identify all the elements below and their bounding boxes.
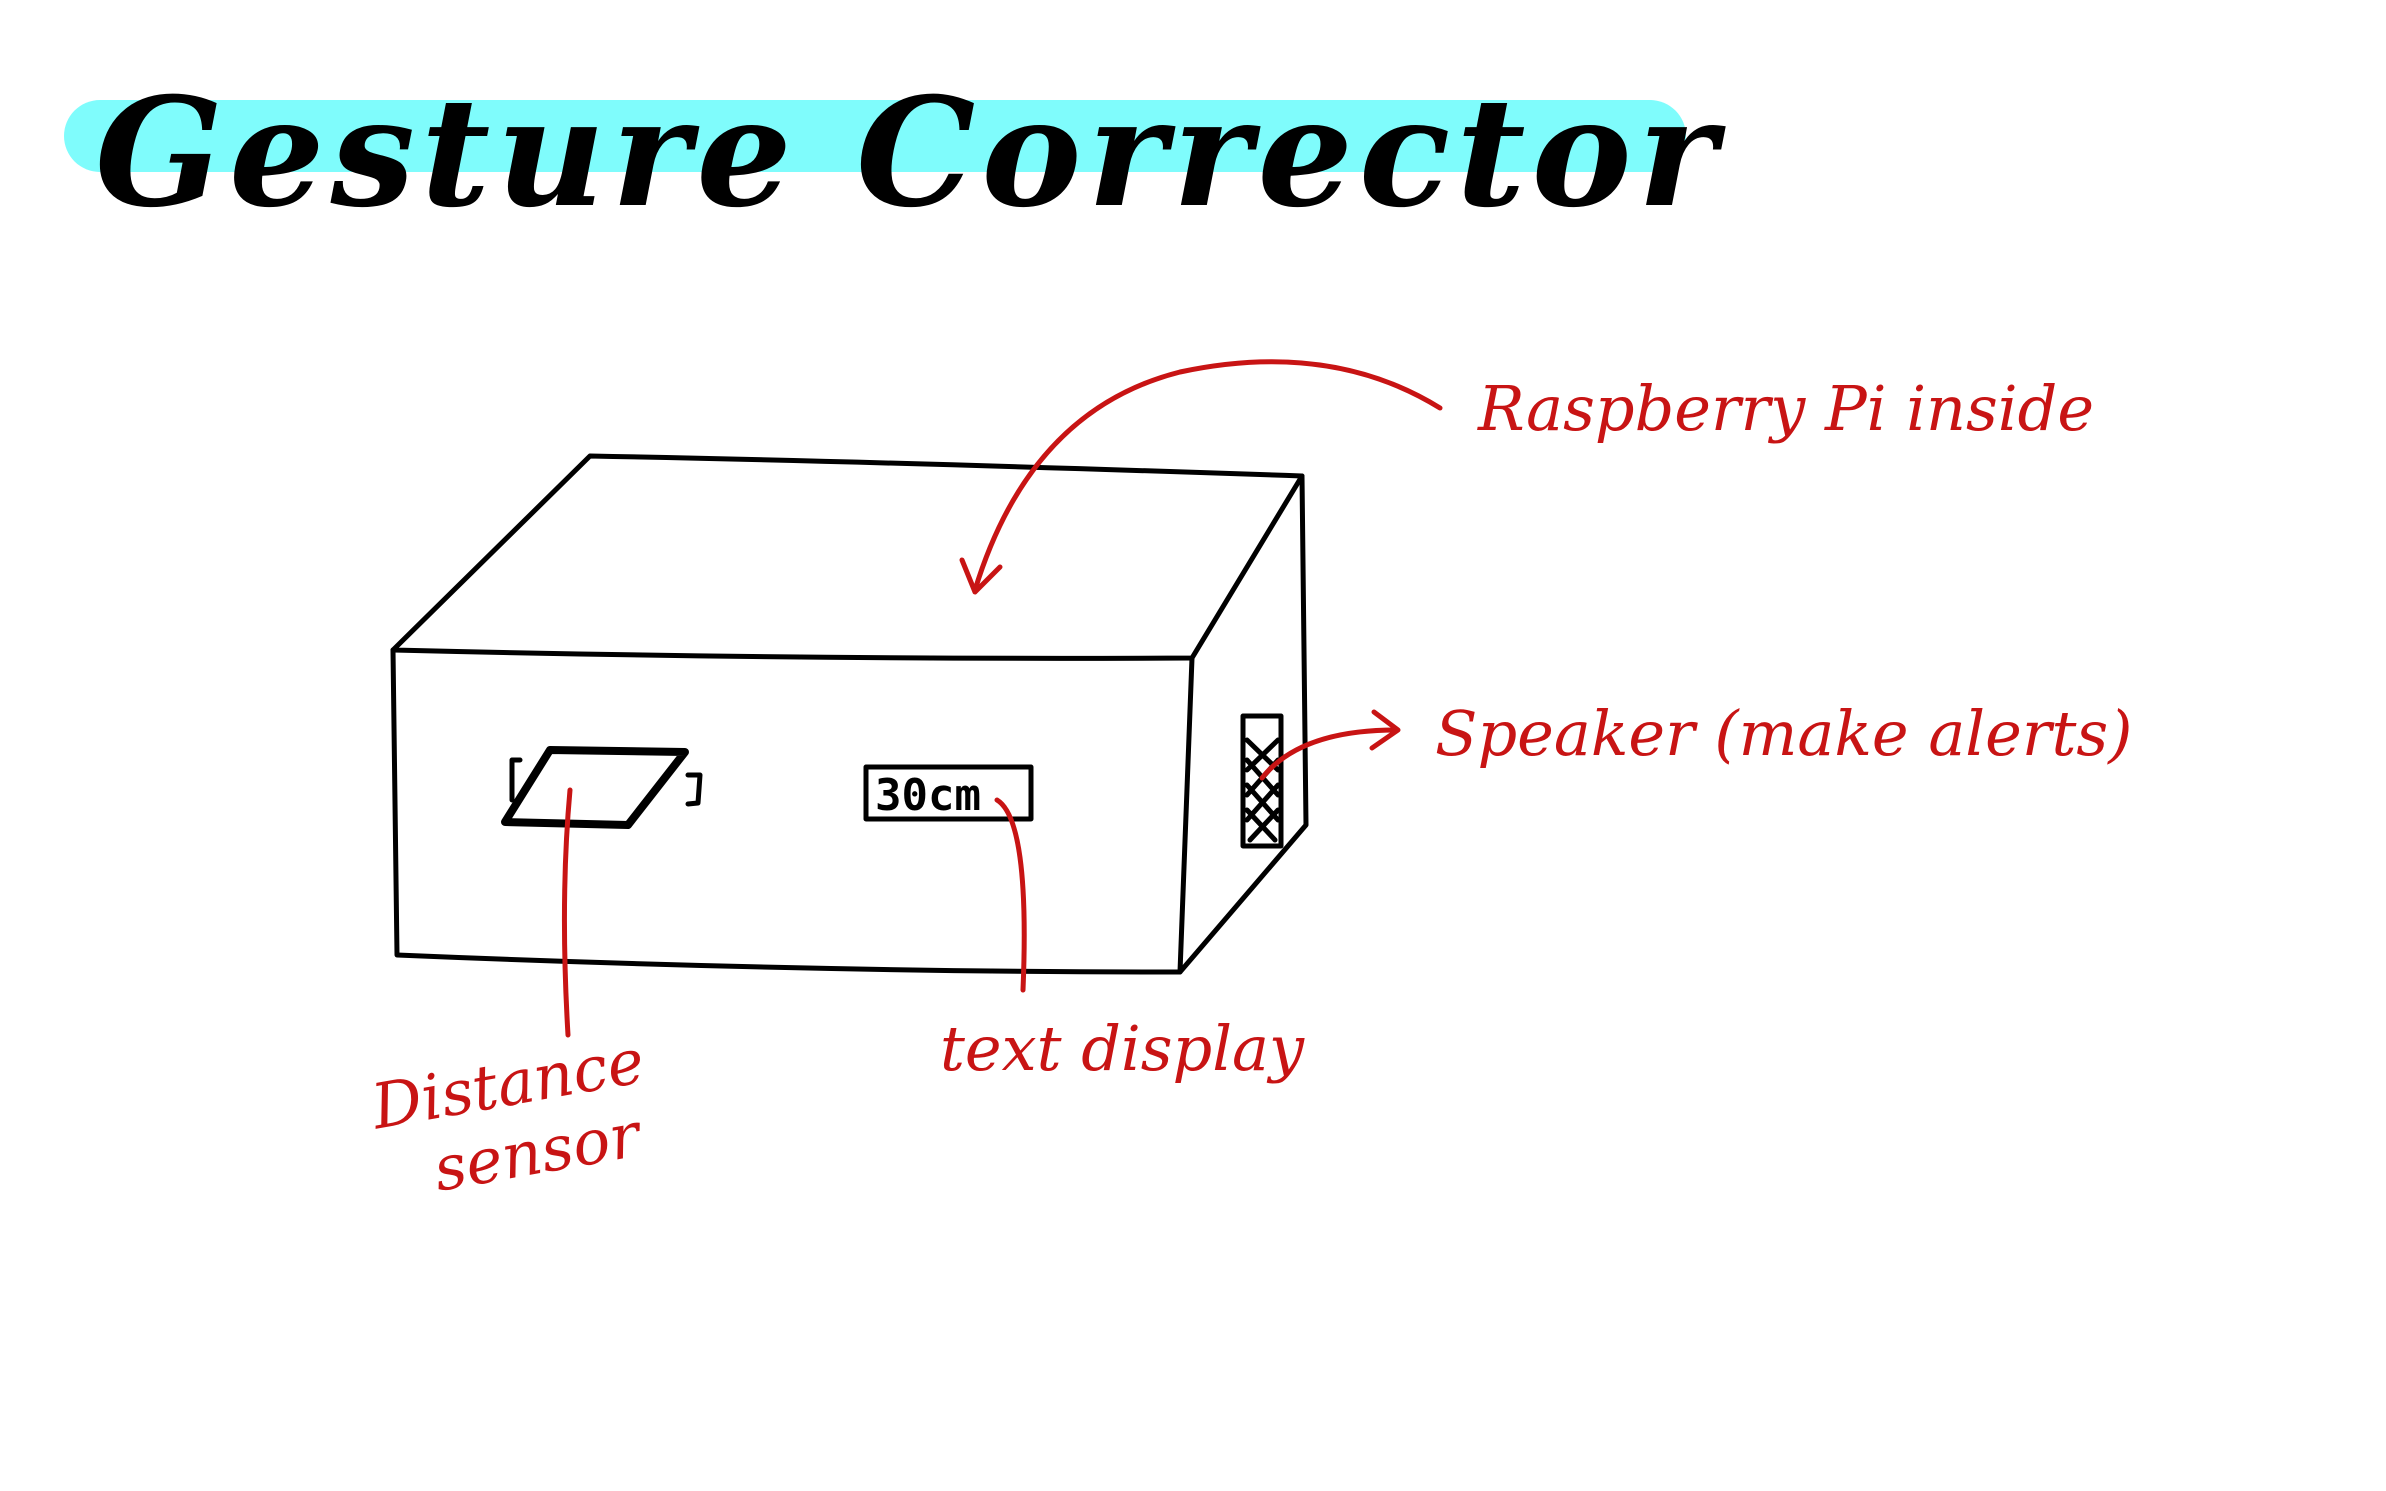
raspberry-arrowhead [959, 557, 1003, 595]
raspberry-arrow [972, 359, 1443, 593]
title-highlight [64, 100, 1686, 172]
display-label: text display [940, 1012, 1305, 1085]
title: Gesture Corrector [95, 65, 1727, 241]
display-leader-line [994, 797, 1027, 993]
box-top-face [390, 453, 1305, 661]
distance-sensor [501, 746, 703, 829]
speaker-label: Speaker (make alerts) [1435, 697, 2132, 770]
box-front-face [390, 647, 1195, 975]
speaker-arrowhead [1369, 709, 1401, 751]
sensor-leader-line [561, 787, 573, 1038]
display-value: 30cm [875, 770, 981, 821]
speaker-grille [1240, 713, 1284, 849]
text-display: 30cm [863, 764, 1034, 822]
speaker-arrow [1259, 727, 1399, 781]
box-side-face [1177, 473, 1309, 975]
raspberry-label: Raspberry Pi inside [1477, 372, 2094, 445]
